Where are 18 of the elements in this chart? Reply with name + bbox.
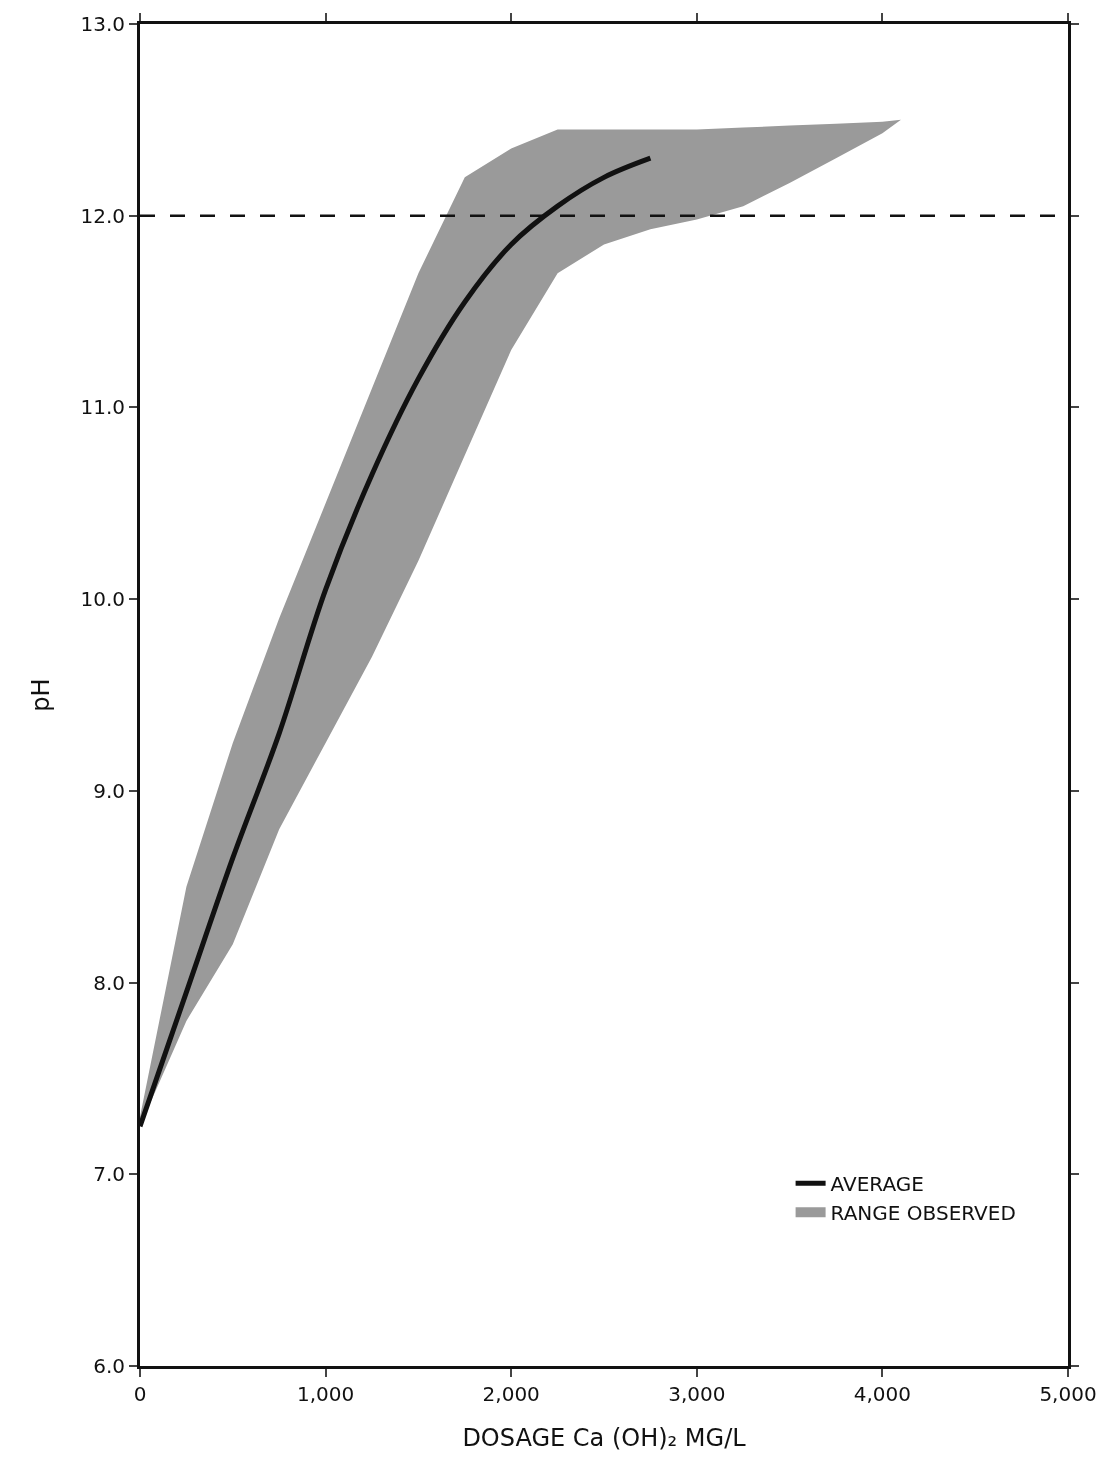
y-tick-label: 12.0: [80, 203, 125, 228]
y-tick-label: 9.0: [93, 778, 125, 803]
y-tick-label: 6.0: [93, 1354, 125, 1378]
annotation: RANGE OBSERVED: [830, 1201, 1016, 1226]
y-tick-label: 13.0: [80, 12, 125, 36]
x-tick-label: 3,000: [668, 1382, 726, 1406]
x-tick-label: 5,000: [1039, 1382, 1097, 1406]
x-tick-label: 1,000: [296, 1382, 355, 1406]
x-tick-label: 0: [133, 1382, 147, 1406]
y-tick-label: 10.0: [80, 587, 125, 612]
y-tick-label: 7.0: [93, 1162, 125, 1187]
x-axis-title: DOSAGE Ca (OH)₂ MG/L: [462, 1424, 747, 1453]
y-axis-title: pH: [26, 678, 55, 712]
y-tick-label: 8.0: [93, 970, 125, 995]
x-tick-label: 4,000: [853, 1382, 912, 1406]
legend-label: AVERAGE: [830, 1172, 924, 1197]
x-tick-label: 2,000: [482, 1382, 540, 1406]
y-tick-label: 11.0: [80, 395, 125, 420]
